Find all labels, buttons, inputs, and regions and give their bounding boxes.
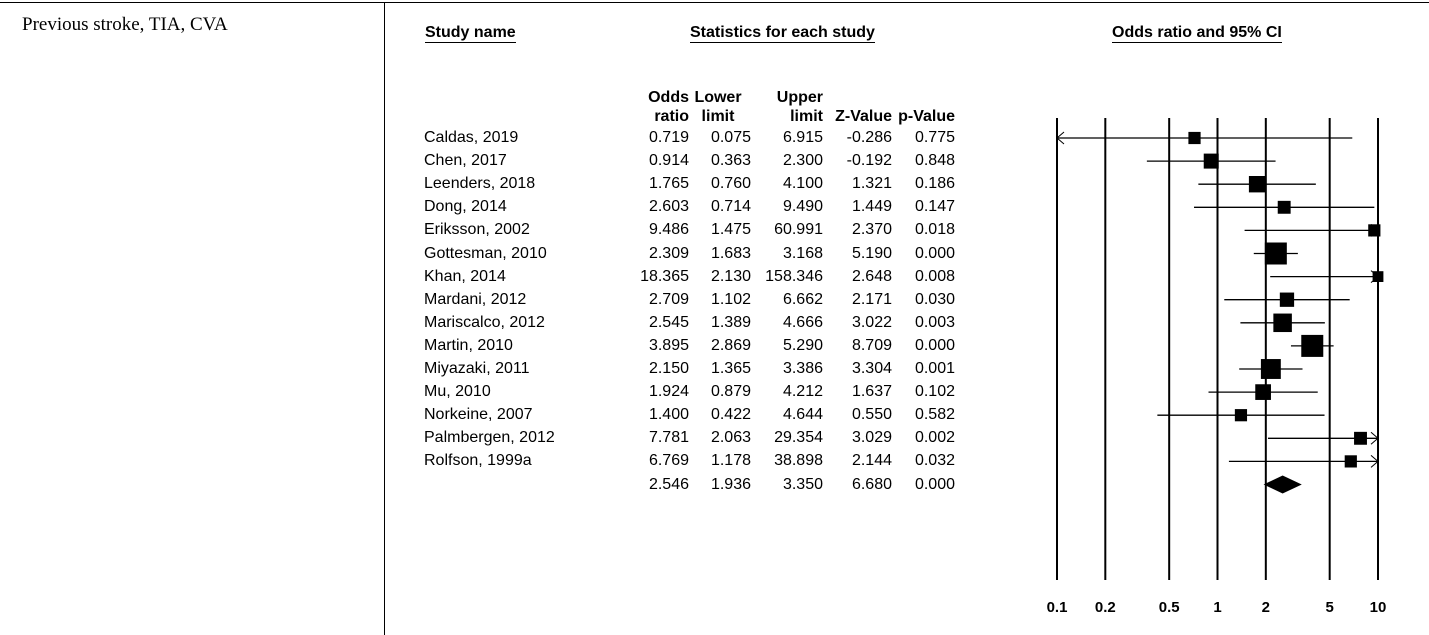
study-point [1278, 201, 1291, 214]
tick-label: 10 [1370, 599, 1387, 616]
tick-label: 0.5 [1159, 599, 1180, 616]
study-point [1301, 335, 1323, 357]
tick-label: 5 [1326, 599, 1334, 616]
study-point [1368, 224, 1380, 236]
study-point [1345, 455, 1357, 467]
tick-label: 1 [1213, 599, 1221, 616]
study-point [1261, 359, 1281, 379]
study-point [1255, 384, 1271, 400]
study-point [1273, 314, 1292, 333]
study-point [1373, 271, 1384, 282]
study-point [1235, 409, 1247, 421]
study-point [1188, 132, 1200, 144]
study-point [1280, 293, 1294, 307]
study-point [1204, 154, 1219, 169]
summary-diamond [1264, 476, 1302, 494]
study-point [1265, 243, 1287, 265]
tick-label: 0.1 [1047, 599, 1068, 616]
study-point [1249, 176, 1265, 192]
tick-label: 0.2 [1095, 599, 1116, 616]
tick-label: 2 [1262, 599, 1270, 616]
study-point [1354, 432, 1367, 445]
